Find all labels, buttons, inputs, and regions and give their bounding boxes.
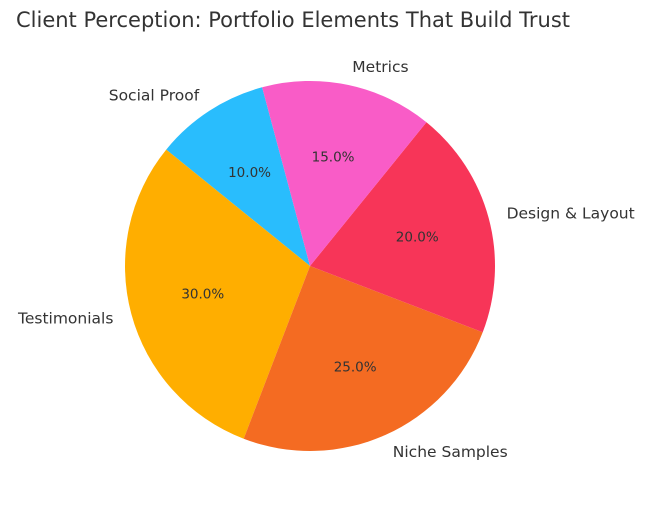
- pie-slice-social-proof: [166, 87, 310, 266]
- category-label-metrics: Metrics: [352, 58, 408, 76]
- category-label-testimonials: Testimonials: [17, 310, 113, 328]
- pct-label-metrics: 15.0%: [312, 149, 355, 165]
- category-label-niche-samples: Niche Samples: [393, 443, 508, 461]
- pie-slice-design-layout: [310, 122, 495, 333]
- pct-label-testimonials: 30.0%: [181, 287, 224, 303]
- category-label-social-proof: Social Proof: [109, 86, 200, 104]
- pie-slices: [125, 80, 495, 451]
- category-label-design-layout: Design & Layout: [507, 204, 635, 222]
- pie-slice-metrics: [262, 80, 427, 266]
- pie-slice-testimonials: [125, 149, 310, 439]
- percentage-labels: 10.0% 30.0% 25.0% 20.0% 15.0%: [181, 149, 438, 375]
- pie-slice-niche-samples: [243, 266, 483, 451]
- pct-label-niche-samples: 25.0%: [334, 359, 377, 375]
- chart-title: Client Perception: Portfolio Elements Th…: [16, 8, 570, 32]
- pct-label-social-proof: 10.0%: [228, 165, 271, 181]
- category-labels: Social Proof Testimonials Niche Samples Des…: [17, 58, 635, 461]
- pct-label-design-layout: 20.0%: [396, 229, 439, 245]
